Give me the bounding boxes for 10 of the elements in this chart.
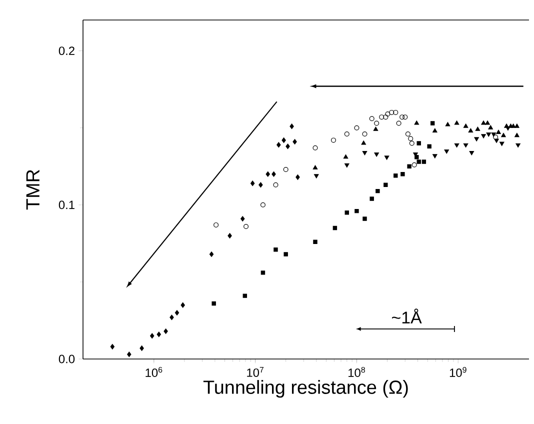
x-tick-label: 10$^{9}$: [450, 366, 466, 377]
x-axis-title: Tunneling resistance (Ω): [203, 380, 408, 398]
annotation: ~1Å: [392, 308, 422, 324]
y-axis-title: TMR: [26, 170, 40, 210]
y-tick-label: 0.2: [58, 46, 74, 56]
x-tick-label: 10$^{8}$: [348, 366, 365, 377]
x-tick-label: 10$^{6}$: [146, 366, 162, 377]
y-tick-label: 0.0: [58, 354, 75, 364]
x-tick-label: 10$^{7}$: [247, 366, 264, 377]
y-tick-label: 0.1: [58, 200, 74, 210]
